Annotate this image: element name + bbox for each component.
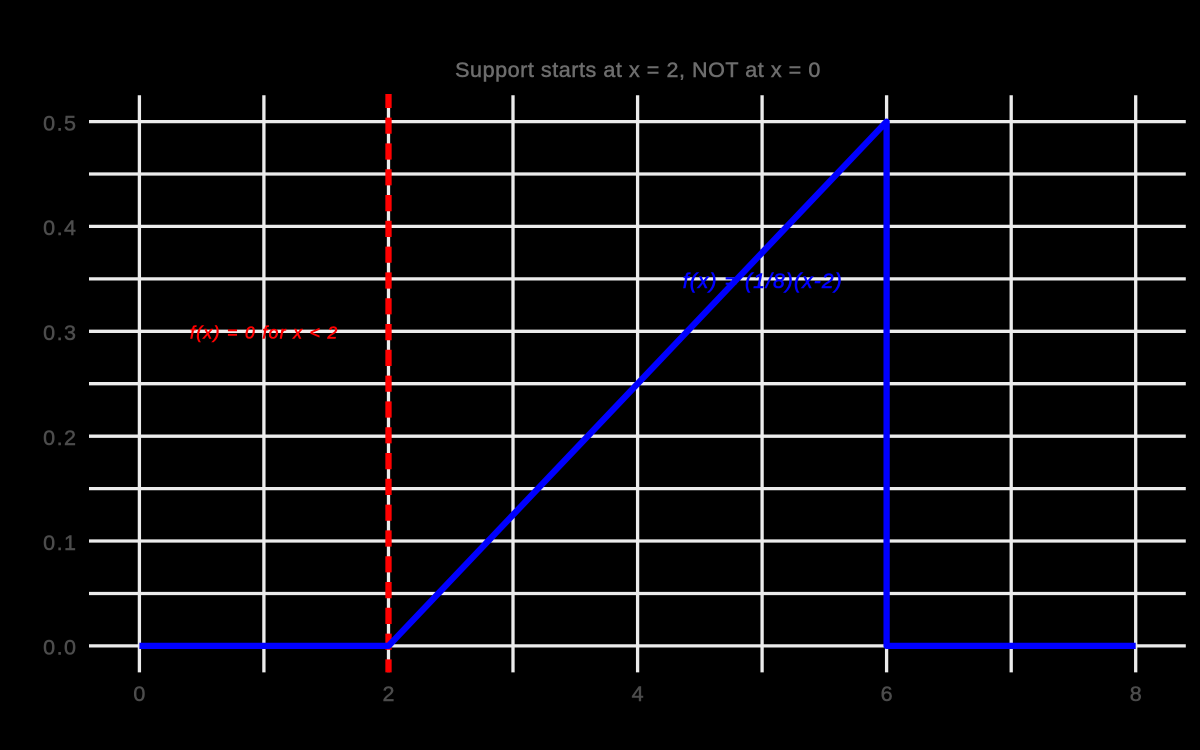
svg-text:Support starts at x = 2, NOT a: Support starts at x = 2, NOT at x = 0	[455, 58, 821, 82]
svg-text:0.2: 0.2	[43, 426, 77, 450]
svg-text:0.3: 0.3	[43, 321, 77, 345]
svg-text:0: 0	[133, 682, 145, 706]
svg-text:0.5: 0.5	[43, 111, 77, 135]
svg-text:8: 8	[1130, 682, 1142, 706]
svg-text:f(x) = 0 for x < 2: f(x) = 0 for x < 2	[190, 323, 339, 343]
svg-text:0.4: 0.4	[43, 216, 77, 240]
svg-text:4: 4	[632, 682, 644, 706]
svg-text:2: 2	[383, 682, 395, 706]
svg-text:6: 6	[881, 682, 893, 706]
svg-text:0.1: 0.1	[43, 531, 77, 555]
svg-text:0.0: 0.0	[43, 636, 77, 660]
svg-text:f(x) = (1/8)(x-2): f(x) = (1/8)(x-2)	[683, 270, 843, 293]
